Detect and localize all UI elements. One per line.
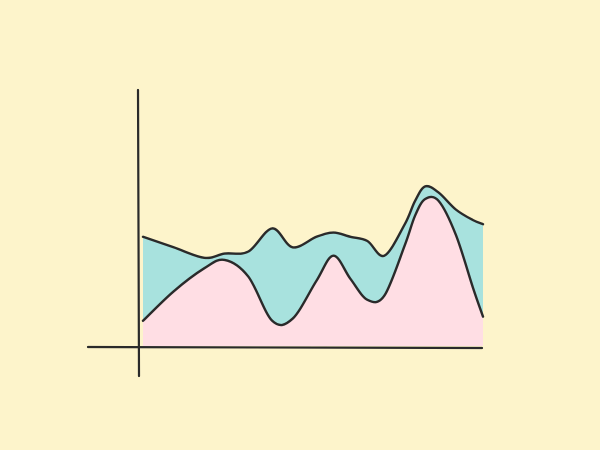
areas-layer	[143, 186, 483, 346]
area-series-lower	[143, 196, 483, 346]
series-line-upper	[141, 184, 485, 260]
x-axis-line	[86, 345, 484, 350]
area-series-upper	[143, 186, 483, 326]
y-axis-line	[136, 88, 141, 378]
series-lines-layer	[141, 184, 485, 327]
series-line-lower	[141, 195, 485, 327]
